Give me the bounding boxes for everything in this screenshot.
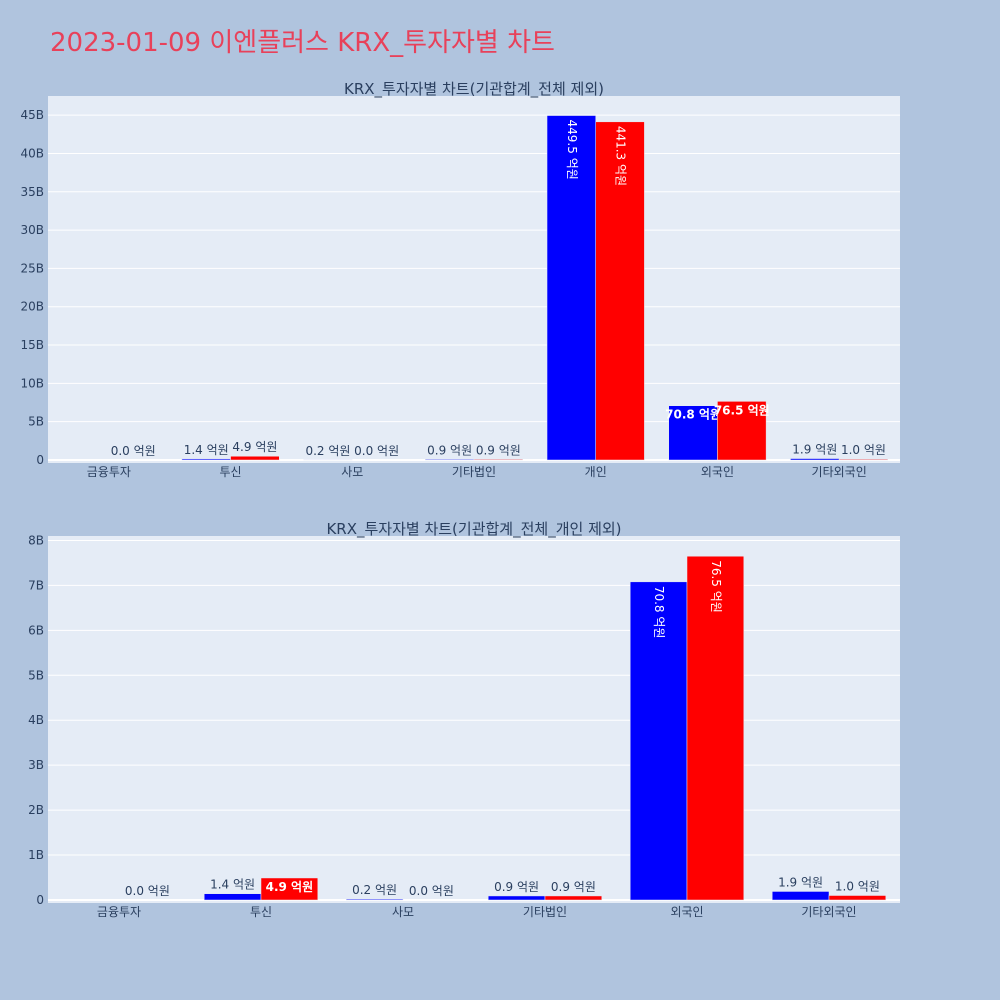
chart-1-y-tick-label: 25B (20, 261, 44, 275)
chart-1-plot-area (48, 96, 900, 463)
chart-1-data-label: 1.0 억원 (841, 443, 886, 457)
chart-2-y-tick-label: 1B (28, 848, 44, 862)
chart-1-y-tick-label: 45B (20, 108, 44, 122)
chart-2-bar-red (544, 895, 603, 901)
chart-2-data-label: 0.2 억원 (352, 883, 397, 897)
chart-1-y-tick-label: 15B (20, 338, 44, 352)
chart-1-data-label: 441.3 억원 (614, 126, 628, 186)
chart-2-title: KRX_투자자별 차트(기관합계_전체_개인 제외) (326, 520, 621, 539)
chart-2-data-label: 1.4 억원 (210, 878, 255, 892)
chart-2-data-label: 0.9 억원 (494, 880, 539, 894)
chart-1-data-label: 70.8 억원 (665, 408, 721, 422)
chart-1-data-label: 4.9 억원 (232, 440, 277, 454)
chart-2-data-label: 76.5 억원 (709, 560, 723, 613)
chart-1-y-tick-label: 5B (28, 415, 44, 429)
chart-1-data-label: 0.9 억원 (476, 443, 521, 457)
chart-1-bar-red (717, 401, 767, 461)
chart-2-x-tick-label: 투신 (250, 905, 272, 919)
chart-1-x-tick-label: 금융투자 (87, 465, 131, 479)
chart-2-x-tick-label: 기타법인 (523, 905, 567, 919)
chart-2-y-tick-label: 5B (28, 668, 44, 682)
chart-2-bar-blue (771, 891, 830, 901)
chart-1-x-tick-label: 기타외국인 (812, 465, 867, 479)
chart-2-x-tick-label: 기타외국인 (801, 905, 856, 919)
chart-1-y-tick-label: 40B (20, 146, 44, 160)
chart-2-x-tick-label: 외국인 (670, 905, 703, 919)
chart-2-y-tick-label: 4B (28, 713, 44, 727)
chart-1-x-tick-label: 개인 (585, 465, 607, 479)
chart-2-data-label: 0.0 억원 (125, 884, 170, 898)
chart-2-y-tick-label: 7B (28, 578, 44, 592)
chart-2-plot-area (48, 536, 900, 903)
chart-1-data-label: 0.2 억원 (305, 444, 350, 458)
chart-1-y-tick-label: 0 (36, 453, 44, 467)
chart-2-data-label: 70.8 억원 (652, 586, 666, 639)
chart-1-x-tick-label: 외국인 (701, 465, 734, 479)
chart-2-data-label: 1.0 억원 (835, 880, 880, 894)
page-title: 2023-01-09 이엔플러스 KRX_투자자별 차트 (50, 28, 555, 58)
chart-1-bar-red (230, 455, 280, 461)
chart-1-x-tick-label: 투신 (220, 465, 242, 479)
chart-1-data-label: 1.4 억원 (184, 443, 229, 457)
chart-1-title: KRX_투자자별 차트(기관합계_전체 제외) (344, 80, 604, 99)
chart-2-data-label: 0.9 억원 (551, 880, 596, 894)
chart-2-bar-blue (629, 581, 688, 901)
chart-2-bar-red (686, 555, 745, 901)
chart-1-data-label: 0.9 억원 (427, 443, 472, 457)
chart-1-bar-blue (668, 405, 718, 461)
chart-1-data-label: 0.0 억원 (111, 444, 156, 458)
chart-1-data-label: 1.9 억원 (792, 443, 837, 457)
chart-1-bar-blue (790, 458, 840, 461)
chart-2-x-tick-label: 사모 (392, 905, 414, 919)
chart-2-y-tick-label: 3B (28, 758, 44, 772)
chart-1-bar-red (473, 459, 523, 461)
chart-2-data-label: 4.9 억원 (266, 880, 314, 894)
chart-1-y-tick-label: 10B (20, 376, 44, 390)
chart-1-data-label: 0.0 억원 (354, 444, 399, 458)
chart-1-data-label: 449.5 억원 (565, 120, 579, 180)
chart-2-x-tick-label: 금융투자 (97, 905, 141, 919)
chart-2-bar-blue (345, 898, 404, 901)
chart-1-bar-red (838, 458, 889, 461)
chart-2-bar-blue (487, 895, 546, 901)
chart-1-bar-blue (425, 459, 475, 461)
chart-2-y-tick-label: 8B (28, 533, 44, 547)
chart-1-y-tick-label: 35B (20, 185, 44, 199)
chart-1-bar-blue (181, 458, 231, 461)
chart-2-y-tick-label: 0 (36, 893, 44, 907)
chart-1-y-tick-label: 20B (20, 300, 44, 314)
chart-2-y-tick-label: 2B (28, 803, 44, 817)
chart-2-bar-red (260, 877, 319, 901)
chart-1-bar-blue (546, 115, 596, 461)
chart-1-data-label: 76.5 억원 (714, 403, 770, 417)
chart-2-data-label: 1.9 억원 (778, 875, 823, 889)
chart-2-y-tick-label: 6B (28, 623, 44, 637)
chart-2-bar-red (828, 895, 887, 901)
chart-1-y-tick-label: 30B (20, 223, 44, 237)
chart-1-x-tick-label: 기타법인 (452, 465, 496, 479)
chart-2-data-label: 0.0 억원 (409, 884, 454, 898)
chart-2-bar-blue (203, 893, 262, 901)
chart-1-x-tick-label: 사모 (341, 465, 363, 479)
chart-1-bar-red (595, 121, 645, 461)
